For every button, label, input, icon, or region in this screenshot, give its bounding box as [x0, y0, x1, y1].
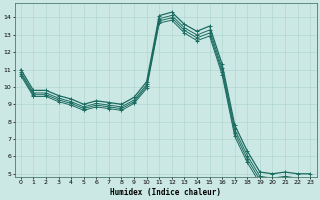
X-axis label: Humidex (Indice chaleur): Humidex (Indice chaleur)	[110, 188, 221, 197]
